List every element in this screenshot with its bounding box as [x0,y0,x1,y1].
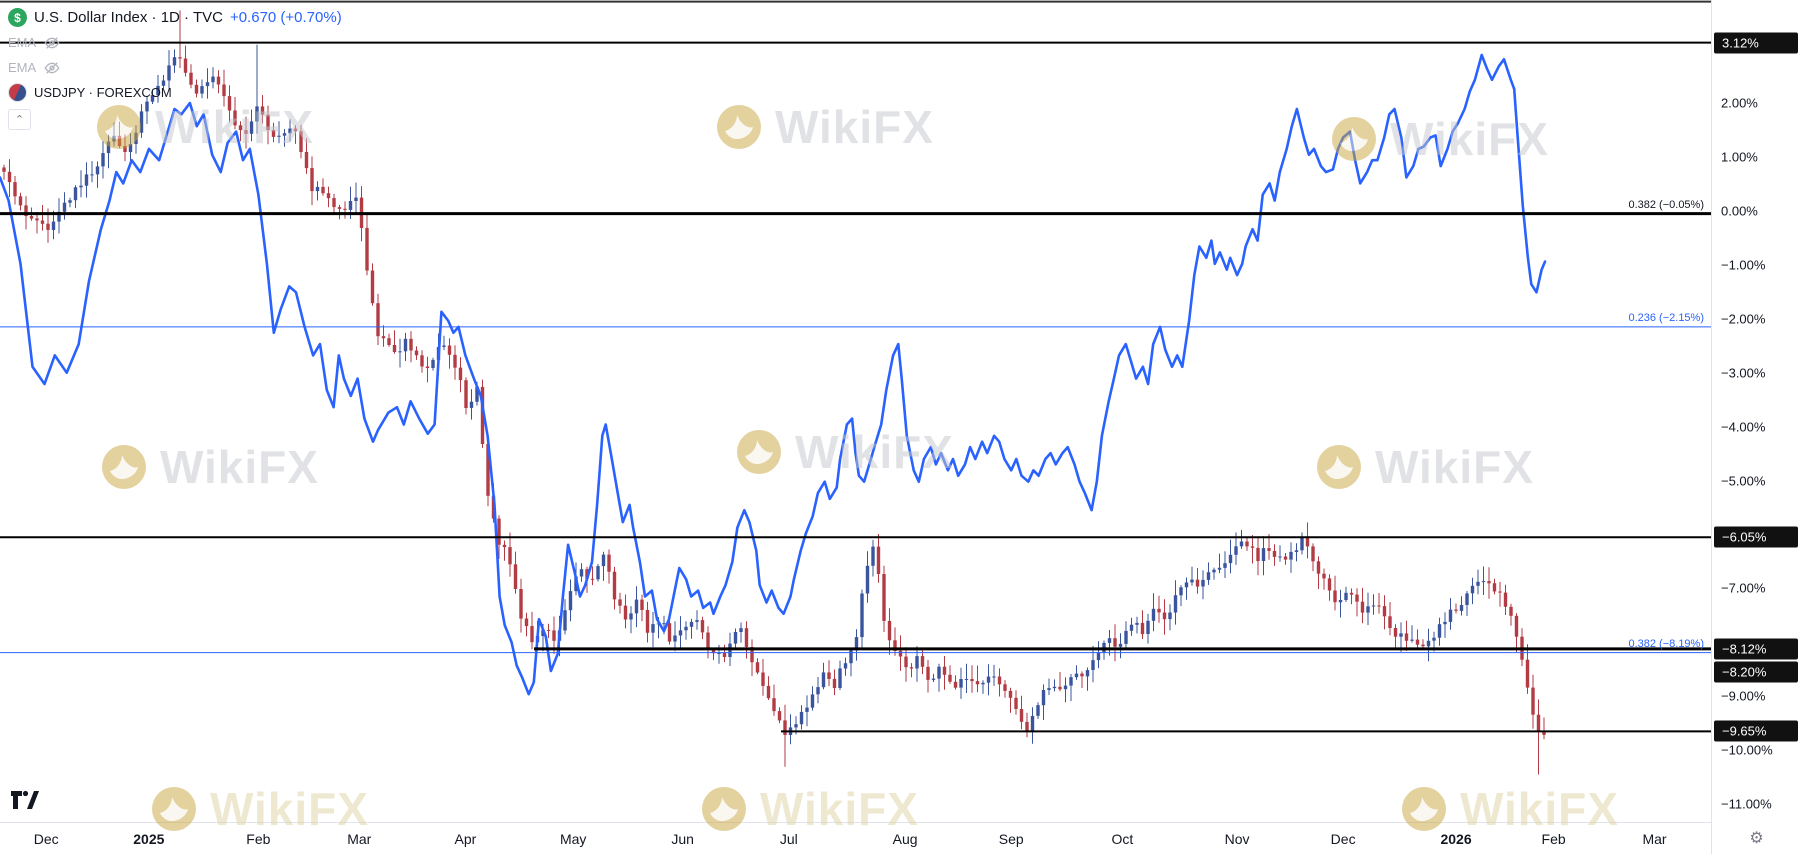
price-badge: 3.12% [1714,32,1798,54]
time-label-mar: Mar [347,831,372,847]
axis-corner: ⚙ [1711,822,1800,854]
fib-0382-lower-label: 0.382 (−8.19%) [1628,637,1704,650]
price-badge: −8.12% [1714,638,1798,660]
fib-0236-upper-label: 0.236 (−2.15%) [1628,311,1704,324]
price-tick: −4.00% [1721,419,1766,435]
eye-hidden-icon[interactable] [43,34,61,52]
price-tick: 4.00% [1721,0,1758,3]
usdjpy-flag-icon [8,83,27,102]
price-tick: −7.00% [1721,580,1766,596]
ema-indicator-label[interactable]: EMA [8,35,37,50]
price-tick: 0.00% [1721,203,1758,219]
tradingview-logo[interactable] [10,790,40,810]
price-axis[interactable]: 4.00% 2.00% 1.00% 0.00% −1.00% −2.00% −3.00% −4… [1711,0,1800,822]
usdjpy-compare-line[interactable] [0,53,1547,696]
chart-legend: $ U.S. Dollar Index · 1D · TVC +0.670 (+… [8,5,342,130]
legend-collapse-button[interactable]: ⌃ [8,109,31,130]
symbol-logo-icon: $ [8,8,27,27]
time-label-jun: Jun [671,831,694,847]
price-tick: −10.00% [1721,742,1773,758]
ema-indicator-label[interactable]: EMA [8,60,37,75]
time-label-oct: Oct [1111,831,1134,847]
price-badge: −8.20% [1714,661,1798,683]
compare-symbol-title[interactable]: USDJPY · FOREXCOM [34,85,172,100]
price-tick: −3.00% [1721,365,1766,381]
price-tick: −11.00% [1721,796,1772,812]
price-tick: −1.00% [1721,257,1766,273]
time-label-dec: Dec [1330,831,1356,847]
price-badge: −6.05% [1714,526,1798,548]
price-tick: 2.00% [1721,95,1758,111]
timezone-settings-icon[interactable]: ⚙ [1749,830,1764,847]
price-tick: −2.00% [1721,311,1766,327]
symbol-title[interactable]: U.S. Dollar Index · 1D · TVC [34,9,223,26]
time-label-may: May [559,831,587,847]
time-axis[interactable]: Dec 2025 Feb Mar Apr May Jun Jul Aug Sep Oct Nov Dec… [0,822,1800,855]
time-label-nov: Nov [1224,831,1250,847]
time-label-feb: Feb [246,831,271,847]
time-label-aug: Aug [892,831,918,847]
time-label-sep: Sep [998,831,1024,847]
price-badge: −9.65% [1714,720,1798,742]
symbol-change-value: +0.670 (+0.70%) [229,9,342,26]
price-tick: −5.00% [1721,473,1766,489]
indicator-row-ema-1[interactable]: EMA [8,30,342,55]
time-label-2025: 2025 [133,831,165,847]
chart-canvas[interactable] [0,0,1711,822]
price-tick: −9.00% [1721,688,1766,704]
indicator-row-ema-2[interactable]: EMA [8,55,342,80]
time-label-apr: Apr [454,831,477,847]
time-label-dec: Dec [33,831,59,847]
time-label-feb: Feb [1541,831,1566,847]
chart-plot-area[interactable] [0,0,1711,822]
eye-hidden-icon[interactable] [43,59,61,77]
compare-symbol-row[interactable]: USDJPY · FOREXCOM [8,80,342,105]
fib-0382-upper-label: 0.382 (−0.05%) [1628,198,1704,211]
time-label-mar: Mar [1642,831,1667,847]
price-tick: 1.00% [1721,149,1758,165]
time-label-jul: Jul [779,831,798,847]
time-label-2026: 2026 [1440,831,1472,847]
symbol-legend-row[interactable]: $ U.S. Dollar Index · 1D · TVC +0.670 (+… [8,5,342,30]
